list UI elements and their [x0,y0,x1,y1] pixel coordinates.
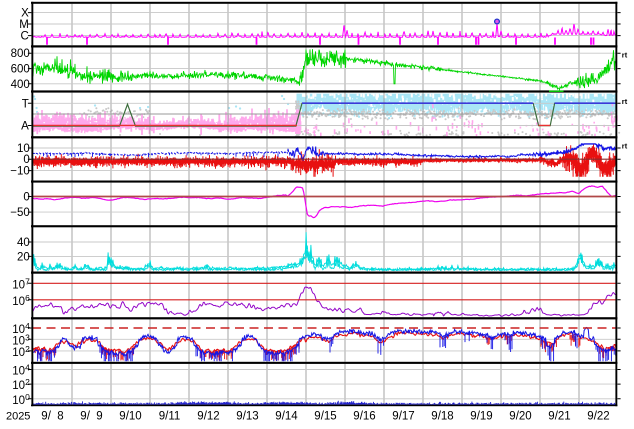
svg-text:600: 600 [11,64,30,76]
svg-text:9/17: 9/17 [392,410,414,422]
svg-text:C: C [20,31,28,43]
svg-text:A: A [21,121,29,133]
svg-text:rt: rt [622,97,628,106]
svg-text:T: T [22,98,29,110]
svg-text:9/ 9: 9/ 9 [80,410,102,422]
svg-text:9/10: 9/10 [119,410,141,422]
svg-text:9/16: 9/16 [353,410,375,422]
svg-text:9/15: 9/15 [314,410,336,422]
svg-text:M: M [19,19,29,31]
svg-text:9/12: 9/12 [197,410,219,422]
svg-text:0: 0 [23,192,29,204]
svg-text:9/11: 9/11 [159,410,181,422]
svg-text:40: 40 [17,237,30,249]
svg-text:0: 0 [23,154,29,166]
svg-text:9/13: 9/13 [236,410,258,422]
svg-text:9/19: 9/19 [470,410,492,422]
svg-text:rt: rt [622,51,628,60]
svg-text:800: 800 [11,48,30,60]
svg-text:X: X [21,8,29,20]
svg-text:9/14: 9/14 [275,410,298,422]
svg-text:9/18: 9/18 [431,410,453,422]
svg-text:9/21: 9/21 [548,410,570,422]
svg-text:9/20: 9/20 [509,410,531,422]
svg-text:−10: −10 [10,166,30,178]
svg-text:20: 20 [17,251,30,263]
svg-text:2025: 2025 [6,410,30,422]
svg-text:rt: rt [622,142,628,151]
svg-text:9/22: 9/22 [587,410,609,422]
svg-text:400: 400 [11,79,30,91]
svg-text:10: 10 [17,143,30,155]
svg-text:−50: −50 [10,207,30,219]
svg-text:9/ 8: 9/ 8 [41,410,63,422]
